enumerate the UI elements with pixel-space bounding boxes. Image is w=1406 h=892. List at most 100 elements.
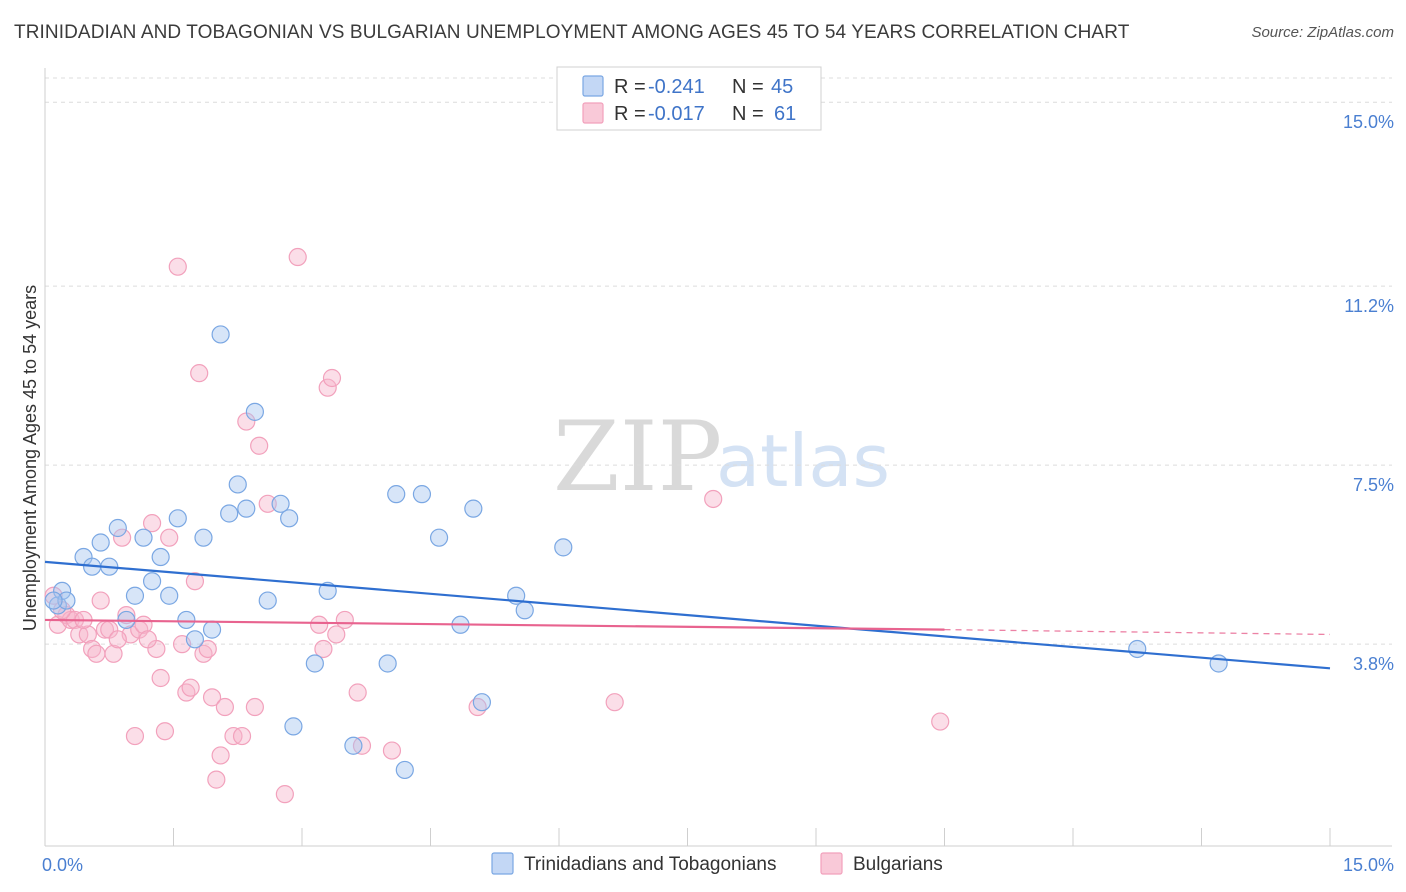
point-trinidadian [177, 610, 196, 630]
legend-n-value-2: 61 [774, 103, 796, 125]
point-bulgarian [245, 697, 264, 717]
source-credit: Source: ZipAtlas.com [1251, 24, 1394, 41]
point-bulgarian [310, 615, 329, 634]
watermark-atlas: atlas [716, 419, 890, 503]
point-bulgarian [275, 785, 294, 804]
y-tick-label: 7.5% [1353, 475, 1394, 495]
point-bulgarian [181, 678, 200, 697]
point-bulgarian [322, 368, 342, 388]
series-legend-swatch-trinidadian [491, 852, 514, 875]
point-bulgarian [288, 247, 307, 267]
point-bulgarian [202, 688, 222, 707]
point-trinidadian [220, 504, 239, 523]
point-bulgarian [160, 528, 179, 547]
point-bulgarian [198, 639, 217, 659]
point-bulgarian [151, 668, 170, 688]
point-bulgarian [91, 591, 110, 610]
point-trinidadian [515, 601, 534, 620]
trend-lines [44, 560, 1331, 670]
point-trinidadian [160, 586, 179, 605]
point-trinidadian [378, 654, 397, 673]
legend-r-label-1: R = [614, 76, 646, 98]
legend-n-label-1: N = [732, 76, 764, 98]
point-bulgarian [318, 378, 337, 397]
legend-r-value-2: -0.017 [648, 103, 705, 125]
point-trinidadian [194, 528, 213, 547]
point-bulgarian [155, 722, 175, 741]
watermark-zip: ZIP [553, 401, 722, 513]
point-trinidadian [202, 620, 222, 639]
legend-n-label-2: N = [732, 103, 764, 125]
point-bulgarian [185, 572, 205, 591]
point-trinidadian [134, 528, 153, 547]
point-bulgarian [117, 605, 136, 625]
point-trinidadian [387, 485, 406, 504]
trend-line-trinidadian [44, 560, 1331, 670]
point-bulgarian [382, 741, 402, 760]
point-trinidadian [228, 475, 247, 494]
point-bulgarian [207, 770, 226, 789]
point-bulgarian [314, 639, 333, 659]
point-bulgarian [104, 644, 123, 663]
point-trinidadian [168, 509, 187, 528]
point-trinidadian [57, 591, 76, 610]
chart-title: TRINIDADIAN AND TOBAGONIAN VS BULGARIAN … [14, 22, 1130, 43]
data-points [44, 247, 1228, 804]
point-bulgarian [215, 697, 234, 717]
series-legend-swatch-bulgarian [820, 852, 843, 875]
x-tick-label-max: 15.0% [1343, 855, 1394, 875]
point-bulgarian [232, 726, 252, 746]
point-bulgarian [211, 746, 230, 765]
y-tick-label: 3.8% [1353, 654, 1394, 674]
point-bulgarian [142, 514, 162, 533]
point-bulgarian [108, 630, 127, 649]
legend-swatch-trinidadian [582, 75, 604, 97]
point-trinidadian [344, 736, 363, 755]
series-legend-label-bulgarian: Bulgarians [853, 854, 943, 875]
point-trinidadian [245, 402, 264, 421]
series-legend-label-trinidadian: Trinidadians and Tobagonians [524, 854, 776, 875]
point-bulgarian [348, 683, 367, 702]
point-trinidadian [142, 572, 162, 591]
trend-line-bulgarian-extension [944, 628, 1331, 636]
point-trinidadian [151, 547, 170, 567]
point-trinidadian [412, 485, 432, 504]
point-trinidadian [44, 591, 63, 610]
point-bulgarian [931, 712, 950, 731]
gridlines: 3.8% 7.5% 11.2% 15.0% [45, 77, 1394, 674]
point-bulgarian [87, 644, 106, 663]
point-trinidadian [211, 325, 230, 344]
point-bulgarian [112, 528, 132, 547]
point-bulgarian [125, 726, 145, 746]
point-trinidadian [554, 538, 573, 557]
point-bulgarian [605, 693, 624, 712]
point-bulgarian [335, 610, 354, 630]
legend-swatch-bulgarian [582, 102, 604, 124]
point-bulgarian [258, 494, 277, 513]
y-tick-label: 11.2% [1344, 296, 1394, 316]
legend-n-value-1: 45 [771, 76, 793, 98]
point-trinidadian [258, 591, 277, 610]
point-trinidadian [237, 499, 256, 518]
point-trinidadian [185, 630, 205, 649]
point-trinidadian [305, 654, 324, 673]
series-legend: Trinidadians and Tobagonians Bulgarians [491, 852, 943, 875]
point-trinidadian [395, 760, 414, 780]
y-axis-label: Unemployment Among Ages 45 to 54 years [20, 285, 40, 631]
point-trinidadian [271, 494, 290, 513]
point-bulgarian [168, 257, 187, 276]
legend-r-value-1: -0.241 [648, 76, 705, 98]
axes [44, 68, 1392, 847]
legend-r-label-2: R = [614, 103, 646, 125]
point-bulgarian [704, 489, 723, 509]
point-trinidadian [125, 586, 145, 605]
point-bulgarian [250, 436, 269, 455]
stats-legend: R = -0.241 N = 45 R = -0.017 N = 61 [556, 66, 822, 131]
point-trinidadian [108, 518, 127, 538]
point-trinidadian [429, 528, 449, 547]
y-tick-label: 15.0% [1343, 112, 1394, 132]
point-trinidadian [280, 509, 299, 528]
point-trinidadian [1128, 639, 1147, 659]
point-trinidadian [464, 499, 483, 518]
